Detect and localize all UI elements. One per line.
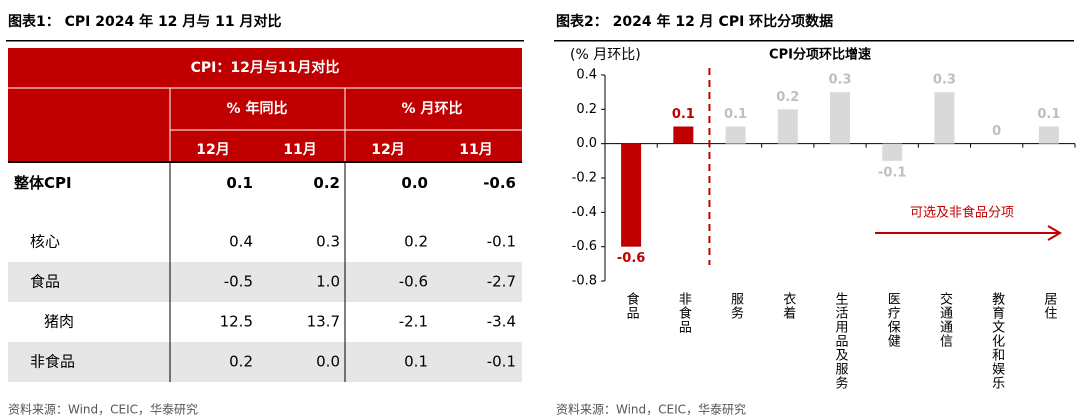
cell: -2.7 [487, 273, 516, 291]
bar [673, 126, 694, 144]
cell: 1.0 [316, 273, 340, 291]
y-axis-label: (% 月环比) [570, 47, 641, 63]
table-caption: 图表1： CPI 2024 年 12 月与 11 月对比 [8, 13, 282, 30]
caption-rule [6, 40, 524, 42]
x-tick-label: 生活用品及服务 [833, 292, 849, 390]
cell: 0.2 [229, 353, 253, 371]
source: 资料来源：Wind，CEIC，华泰研究 [556, 402, 746, 417]
y-tick-label: 0.2 [576, 102, 597, 117]
cell: -0.6 [399, 273, 428, 291]
value-label: 0.2 [776, 90, 799, 105]
y-tick-label: 0.4 [576, 68, 597, 83]
y-tick-label: -0.2 [572, 171, 597, 186]
annotation: 可选及非食品分项 [910, 205, 1014, 221]
bar [725, 126, 746, 144]
column-header: 12月 [371, 142, 404, 158]
cell: 0.4 [229, 233, 253, 251]
y-tick-label: -0.4 [572, 205, 597, 220]
cell: 0.1 [226, 174, 253, 192]
value-label: 0 [992, 124, 1001, 139]
value-label: 0.1 [1037, 107, 1060, 122]
value-label: 0.3 [933, 73, 956, 88]
cell: 0.2 [313, 174, 340, 192]
header-bg [8, 48, 522, 162]
bar [621, 143, 642, 247]
x-tick-label: 医疗保健 [885, 292, 901, 348]
chart-caption: 图表2： 2024 年 12 月 CPI 环比分项数据 [556, 13, 833, 30]
column-header: 11月 [283, 142, 316, 158]
bar [934, 92, 955, 144]
row-label: 整体CPI [14, 174, 72, 192]
arrow-head [1047, 225, 1062, 241]
cell: 0.2 [404, 233, 428, 251]
value-label: -0.6 [617, 251, 645, 266]
bar [830, 92, 850, 144]
group-header: % 年同比 [227, 100, 288, 117]
value-label: 0.3 [828, 73, 851, 88]
x-tick-label: 交通通信 [937, 291, 953, 348]
row-label: 非食品 [30, 353, 75, 371]
column-header: 11月 [459, 142, 492, 158]
cell: -0.1 [487, 353, 516, 371]
x-tick-label: 非食品 [676, 292, 692, 334]
table-title: CPI：12月与11月对比 [191, 59, 340, 76]
y-tick-label: -0.6 [572, 239, 597, 254]
cell: -0.1 [487, 233, 516, 251]
value-label: -0.1 [878, 165, 906, 180]
x-tick-label: 教育文化和娱乐 [989, 291, 1005, 390]
column-header: 12月 [196, 142, 229, 158]
cell: 12.5 [220, 313, 253, 331]
x-tick-label: 食品 [624, 291, 640, 320]
x-tick-label: 服务 [728, 292, 744, 320]
row-label: 猪肉 [44, 313, 74, 331]
cell: -2.1 [399, 313, 428, 331]
cell: -3.4 [487, 313, 516, 331]
cell: 0.1 [404, 353, 428, 371]
group-header: % 月环比 [402, 100, 463, 117]
cell: 0.0 [401, 174, 428, 192]
cell: -0.6 [483, 174, 516, 192]
row-label: 食品 [30, 273, 60, 291]
row-bg [8, 262, 522, 302]
y-tick-label: 0.0 [576, 136, 597, 151]
value-label: 0.1 [724, 107, 747, 122]
cell: -0.5 [224, 273, 253, 291]
bar [882, 143, 903, 161]
source: 资料来源：Wind，CEIC，华泰研究 [8, 402, 198, 417]
caption-rule [554, 40, 1074, 42]
cell: 0.0 [316, 353, 340, 371]
row-bg [8, 342, 522, 382]
value-label: 0.1 [672, 107, 695, 122]
chart-title: CPI分项环比增速 [769, 47, 871, 63]
y-tick-label: -0.8 [572, 274, 597, 289]
cell: 13.7 [307, 313, 340, 331]
cell: 0.3 [316, 233, 340, 251]
row-label: 核心 [30, 233, 60, 251]
x-tick-label: 居住 [1041, 292, 1057, 320]
bar [1038, 126, 1059, 144]
bar [777, 109, 798, 144]
x-tick-label: 衣着 [780, 291, 796, 320]
